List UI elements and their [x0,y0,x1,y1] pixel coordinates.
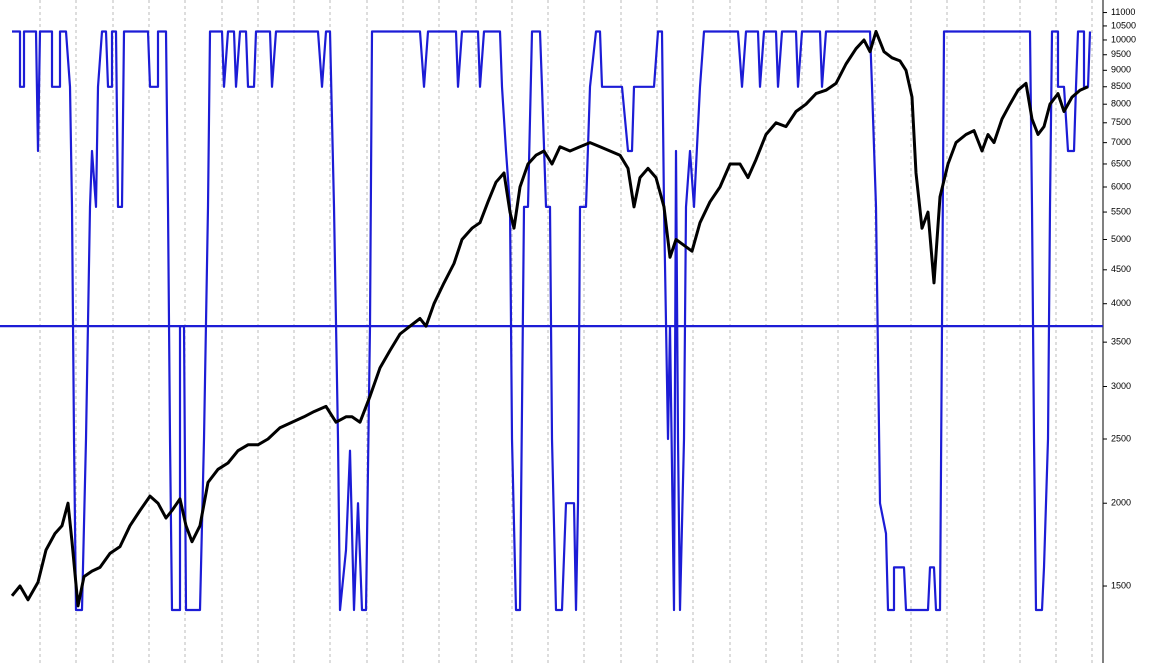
series-line [12,30,1092,612]
series-line [10,30,1089,608]
y-tick-label: 9500 [1111,49,1131,59]
y-tick-label: 10000 [1111,34,1136,44]
y-tick-label: 8000 [1111,99,1131,109]
y-tick-label: 2500 [1111,433,1131,443]
y-tick-label: 9000 [1111,65,1131,75]
y-tick-label: 5000 [1111,234,1131,244]
y-tick-label: 4000 [1111,298,1131,308]
y-tick-label: 5500 [1111,206,1131,216]
y-tick-label: 11000 [1111,7,1135,17]
y-tick-label: 7000 [1111,137,1131,147]
y-tick-label: 3000 [1111,381,1131,391]
y-tick-label: 10500 [1111,20,1136,30]
y-tick-label: 3500 [1111,337,1131,347]
y-tick-label: 2000 [1111,498,1131,508]
y-tick-label: 4500 [1111,264,1131,274]
y-tick-label: 1500 [1111,580,1131,590]
y-tick-label: 6500 [1111,158,1131,168]
y-tick-label: 8500 [1111,81,1131,91]
y-tick-label: 6000 [1111,181,1131,191]
y-tick-label: 7500 [1111,117,1131,127]
